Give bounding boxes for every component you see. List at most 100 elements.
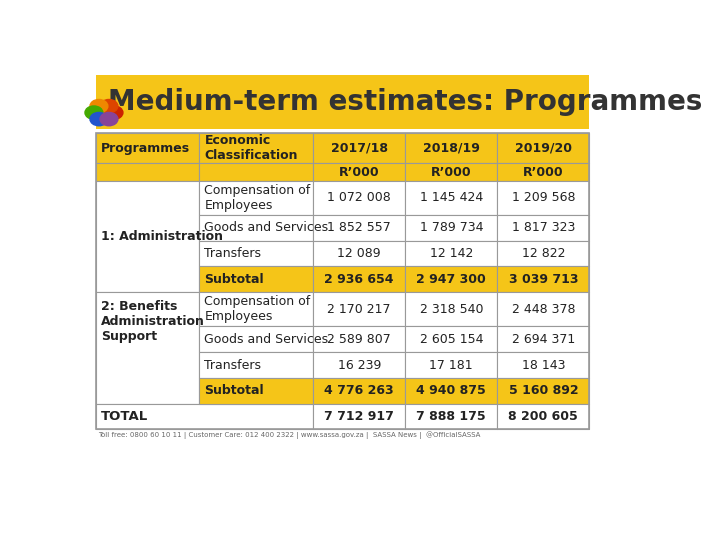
FancyBboxPatch shape	[199, 215, 313, 241]
Text: 4 776 263: 4 776 263	[325, 384, 394, 397]
Text: 12 142: 12 142	[430, 247, 473, 260]
FancyBboxPatch shape	[199, 266, 313, 292]
Text: Medium-term estimates: Programmes: Medium-term estimates: Programmes	[108, 88, 702, 116]
Text: R’000: R’000	[523, 166, 564, 179]
FancyBboxPatch shape	[498, 378, 590, 404]
Text: 3 039 713: 3 039 713	[508, 273, 578, 286]
FancyBboxPatch shape	[199, 181, 313, 215]
FancyBboxPatch shape	[405, 181, 498, 215]
FancyBboxPatch shape	[199, 326, 313, 352]
Text: 7 888 175: 7 888 175	[416, 410, 486, 423]
Text: TOTAL: TOTAL	[101, 410, 148, 423]
FancyBboxPatch shape	[199, 352, 313, 378]
Text: 2 605 154: 2 605 154	[420, 333, 483, 346]
Text: 4 940 875: 4 940 875	[416, 384, 486, 397]
FancyBboxPatch shape	[313, 352, 405, 378]
Text: Compensation of
Employees: Compensation of Employees	[204, 184, 310, 212]
FancyBboxPatch shape	[405, 404, 498, 429]
Text: Goods and Services: Goods and Services	[204, 333, 328, 346]
FancyBboxPatch shape	[405, 352, 498, 378]
FancyBboxPatch shape	[498, 266, 590, 292]
Text: 1: Administration: 1: Administration	[101, 230, 223, 243]
FancyBboxPatch shape	[498, 215, 590, 241]
Text: 1 852 557: 1 852 557	[328, 221, 391, 234]
FancyBboxPatch shape	[199, 133, 313, 163]
FancyBboxPatch shape	[96, 133, 199, 163]
Circle shape	[90, 112, 108, 126]
Text: 8 200 605: 8 200 605	[508, 410, 578, 423]
Text: 2: Benefits
Administration
Support: 2: Benefits Administration Support	[101, 300, 205, 343]
Text: Subtotal: Subtotal	[204, 273, 264, 286]
FancyBboxPatch shape	[199, 378, 313, 404]
FancyBboxPatch shape	[405, 266, 498, 292]
FancyBboxPatch shape	[96, 163, 199, 181]
Circle shape	[105, 106, 123, 119]
Text: 5 160 892: 5 160 892	[508, 384, 578, 397]
FancyBboxPatch shape	[96, 404, 313, 429]
Text: 2 694 371: 2 694 371	[512, 333, 575, 346]
FancyBboxPatch shape	[405, 163, 498, 181]
Text: 1 789 734: 1 789 734	[420, 221, 483, 234]
Circle shape	[100, 112, 118, 126]
Text: Programmes: Programmes	[101, 142, 190, 155]
Text: 2 448 378: 2 448 378	[512, 303, 575, 316]
FancyBboxPatch shape	[498, 352, 590, 378]
Text: Toll free: 0800 60 10 11 | Customer Care: 012 400 2322 | www.sassa.gov.za |  SAS: Toll free: 0800 60 10 11 | Customer Care…	[99, 431, 481, 439]
FancyBboxPatch shape	[199, 292, 313, 326]
Text: Compensation of
Employees: Compensation of Employees	[204, 295, 310, 323]
Circle shape	[85, 106, 103, 119]
FancyBboxPatch shape	[199, 241, 313, 266]
FancyBboxPatch shape	[199, 163, 313, 181]
FancyBboxPatch shape	[498, 326, 590, 352]
Text: 2017/18: 2017/18	[330, 142, 388, 155]
Text: 1 209 568: 1 209 568	[512, 191, 575, 204]
FancyBboxPatch shape	[313, 181, 405, 215]
Text: 2 589 807: 2 589 807	[328, 333, 391, 346]
FancyBboxPatch shape	[313, 133, 405, 163]
FancyBboxPatch shape	[498, 404, 590, 429]
Text: 1 145 424: 1 145 424	[420, 191, 483, 204]
Text: 12 822: 12 822	[521, 247, 565, 260]
FancyBboxPatch shape	[498, 241, 590, 266]
FancyBboxPatch shape	[313, 326, 405, 352]
FancyBboxPatch shape	[405, 215, 498, 241]
Text: 7 712 917: 7 712 917	[324, 410, 394, 423]
Text: 2 318 540: 2 318 540	[420, 303, 483, 316]
Text: 12 089: 12 089	[338, 247, 381, 260]
FancyBboxPatch shape	[405, 241, 498, 266]
FancyBboxPatch shape	[498, 181, 590, 215]
FancyBboxPatch shape	[96, 181, 199, 292]
FancyBboxPatch shape	[405, 378, 498, 404]
Text: 18 143: 18 143	[521, 359, 565, 372]
FancyBboxPatch shape	[498, 133, 590, 163]
FancyBboxPatch shape	[313, 404, 405, 429]
Circle shape	[90, 99, 108, 113]
Text: R’000: R’000	[339, 166, 379, 179]
Text: 2018/19: 2018/19	[423, 142, 480, 155]
FancyBboxPatch shape	[313, 378, 405, 404]
Circle shape	[100, 99, 118, 113]
FancyBboxPatch shape	[96, 75, 590, 129]
Text: 1 072 008: 1 072 008	[328, 191, 391, 204]
Text: Transfers: Transfers	[204, 359, 261, 372]
Text: 16 239: 16 239	[338, 359, 381, 372]
FancyBboxPatch shape	[313, 163, 405, 181]
Text: 2 936 654: 2 936 654	[325, 273, 394, 286]
FancyBboxPatch shape	[405, 133, 498, 163]
Text: R’000: R’000	[431, 166, 472, 179]
Text: 2 170 217: 2 170 217	[328, 303, 391, 316]
Text: Economic
Classification: Economic Classification	[204, 134, 298, 163]
FancyBboxPatch shape	[498, 292, 590, 326]
FancyBboxPatch shape	[313, 266, 405, 292]
FancyBboxPatch shape	[313, 292, 405, 326]
Text: Goods and Services: Goods and Services	[204, 221, 328, 234]
FancyBboxPatch shape	[405, 292, 498, 326]
Text: Transfers: Transfers	[204, 247, 261, 260]
FancyBboxPatch shape	[498, 163, 590, 181]
Text: 1 817 323: 1 817 323	[512, 221, 575, 234]
FancyBboxPatch shape	[313, 215, 405, 241]
Text: 2019/20: 2019/20	[515, 142, 572, 155]
FancyBboxPatch shape	[96, 292, 199, 404]
Text: 17 181: 17 181	[430, 359, 473, 372]
Text: Subtotal: Subtotal	[204, 384, 264, 397]
